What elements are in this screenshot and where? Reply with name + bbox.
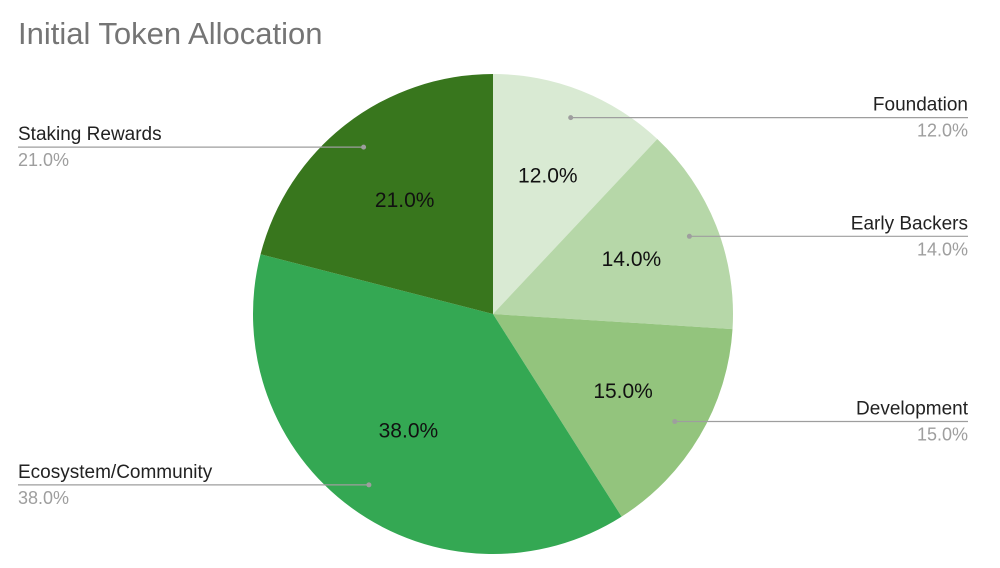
category-value-early-backers: 14.0% xyxy=(917,239,968,259)
chart-title: Initial Token Allocation xyxy=(18,16,323,51)
category-label-early-backers: Early Backers xyxy=(851,213,968,234)
slice-value-label-early-backers: 14.0% xyxy=(602,248,662,271)
slice-development xyxy=(493,314,733,517)
category-label-ecosystem-community: Ecosystem/Community xyxy=(18,462,213,483)
category-value-ecosystem-community: 38.0% xyxy=(18,488,69,508)
slice-foundation xyxy=(493,74,658,314)
slice-value-label-ecosystem-community: 38.0% xyxy=(379,420,439,443)
slice-ecosystem-community xyxy=(252,254,622,555)
category-value-development: 15.0% xyxy=(917,425,968,445)
slice-value-label-foundation: 12.0% xyxy=(518,165,578,188)
pie-slices xyxy=(252,74,734,555)
slice-early-backers xyxy=(493,139,734,330)
slice-staking-rewards xyxy=(260,74,493,314)
slice-value-label-staking-rewards: 21.0% xyxy=(375,189,435,212)
category-value-staking-rewards: 21.0% xyxy=(18,150,69,170)
category-label-staking-rewards: Staking Rewards xyxy=(18,124,162,145)
category-label-foundation: Foundation xyxy=(873,95,968,116)
outside-labels: Foundation 12.0% Early Backers 14.0% Develop… xyxy=(18,95,969,508)
slice-labels: 12.0% 14.0% 15.0% 38.0% 21.0% xyxy=(375,165,661,443)
slice-value-label-development: 15.0% xyxy=(593,380,653,403)
category-value-foundation: 12.0% xyxy=(917,121,968,141)
category-label-development: Development xyxy=(856,399,969,420)
